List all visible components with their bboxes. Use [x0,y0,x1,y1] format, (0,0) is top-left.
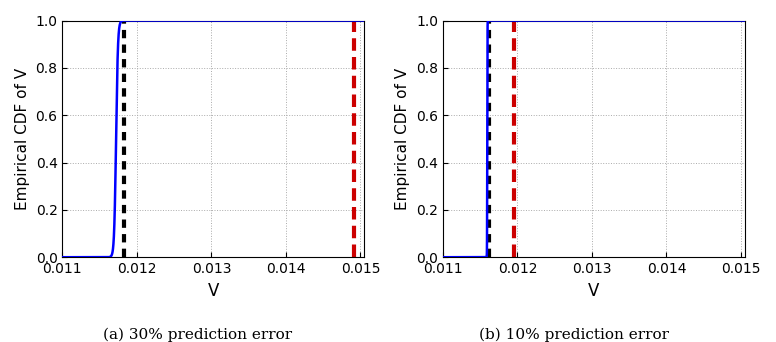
Y-axis label: Empirical CDF of V: Empirical CDF of V [15,68,30,210]
Text: (b) 10% prediction error: (b) 10% prediction error [480,327,669,342]
X-axis label: V: V [208,282,219,300]
Text: (a) 30% prediction error: (a) 30% prediction error [103,327,293,342]
X-axis label: V: V [588,282,599,300]
Y-axis label: Empirical CDF of V: Empirical CDF of V [396,68,411,210]
